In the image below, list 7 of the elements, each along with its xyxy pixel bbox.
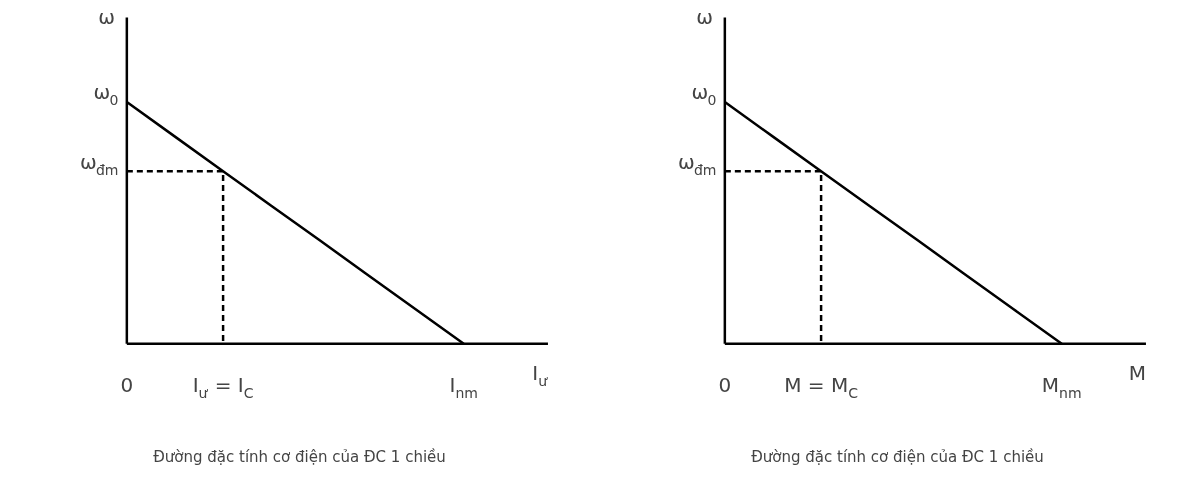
x-tick-label: 0 xyxy=(718,372,732,397)
y-axis-title: ω xyxy=(696,5,713,30)
text: Đường đặc tính cơ điện của ĐC 1 chiều xyxy=(751,447,1044,466)
x-axis-title: M xyxy=(1128,360,1146,385)
text: Đường đặc tính cơ điện của ĐC 1 chiều xyxy=(153,447,446,466)
y-axis-title: ω xyxy=(98,5,115,30)
x-tick-label: 0 xyxy=(120,372,134,397)
